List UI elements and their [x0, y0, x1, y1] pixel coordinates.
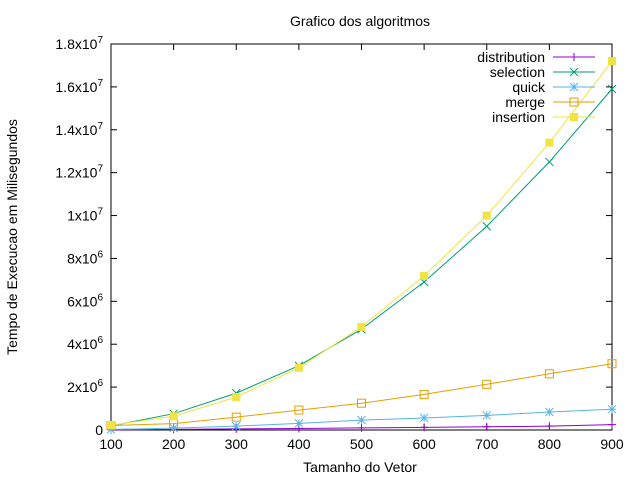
data-point-quick: [545, 407, 554, 417]
data-point-quick: [419, 413, 429, 423]
x-tick-label: 700: [475, 436, 499, 452]
y-tick-label-exponent: 7: [97, 207, 103, 218]
y-tick-label-base: 1.4x10: [55, 122, 97, 138]
data-point-selection: [607, 84, 617, 94]
series-line-merge: [110, 363, 613, 426]
y-tick-label-exponent: 7: [97, 35, 103, 46]
data-point-distribution: [420, 423, 429, 432]
legend-label-distribution: distribution: [477, 49, 545, 65]
data-point-merge: [231, 412, 241, 422]
y-tick-label-exponent: 6: [97, 249, 103, 260]
x-tick-label: 600: [412, 436, 436, 452]
y-tick-label-base: 2x10: [67, 379, 98, 395]
data-point-quick: [607, 404, 617, 414]
y-tick-label: 2x106: [67, 378, 103, 395]
series-selection: [106, 84, 617, 431]
x-tick-label: 400: [287, 436, 311, 452]
x-tick-label: 800: [538, 436, 562, 452]
x-tick-label: 500: [350, 436, 374, 452]
data-point-quick: [169, 423, 178, 433]
x-axis-title: Tamanho do Vetor: [303, 459, 417, 475]
y-tick-label-exponent: 7: [97, 164, 103, 175]
legend-label-insertion: insertion: [492, 109, 545, 125]
data-point-distribution: [608, 420, 616, 429]
data-point-quick: [482, 411, 492, 420]
data-point-insertion: [608, 57, 616, 66]
y-tick-label: 1.6x107: [55, 78, 103, 95]
y-tick-label-exponent: 6: [97, 335, 103, 346]
y-tick-label-base: 8x10: [67, 250, 98, 266]
legend-swatch-marker: [569, 82, 579, 92]
legend-label-selection: selection: [490, 64, 545, 80]
series-line-selection: [110, 88, 613, 427]
y-tick-label: 1.2x107: [55, 164, 103, 181]
data-point-merge: [357, 398, 366, 408]
data-point-insertion: [294, 363, 303, 372]
data-point-quick: [357, 415, 366, 425]
data-point-merge: [607, 359, 617, 369]
legend-swatch-marker: [570, 53, 578, 61]
y-tick-label: 1x107: [67, 207, 103, 224]
x-tick-label: 100: [99, 436, 123, 452]
y-tick-label: 0: [95, 422, 103, 438]
y-tick-label-base: 1.2x10: [55, 165, 97, 181]
y-tick-label-exponent: 7: [97, 78, 103, 89]
y-tick-label: 8x106: [67, 249, 103, 266]
data-point-insertion: [169, 412, 178, 421]
y-tick-label-base: 4x10: [67, 336, 98, 352]
series-merge: [106, 359, 617, 430]
data-point-insertion: [232, 392, 241, 401]
legend-swatch-marker: [569, 67, 579, 77]
data-point-selection: [545, 157, 554, 167]
y-tick-label-exponent: 6: [97, 378, 103, 389]
y-tick-label: 1.4x107: [55, 121, 103, 138]
data-point-merge: [294, 405, 304, 415]
data-point-distribution: [545, 422, 554, 431]
y-tick-label: 4x106: [67, 335, 103, 352]
x-tick-label: 200: [162, 436, 186, 452]
data-point-distribution: [357, 423, 366, 432]
y-tick-label-base: 1x10: [67, 208, 98, 224]
data-point-merge: [482, 379, 492, 389]
y-tick-label-base: 6x10: [67, 293, 98, 309]
data-point-merge: [419, 389, 429, 399]
y-tick-label-exponent: 6: [97, 292, 103, 303]
data-point-selection: [482, 221, 492, 231]
legend-label-merge: merge: [505, 94, 545, 110]
x-tick-label: 900: [600, 436, 624, 452]
y-axis-title: Tempo de Execucao em Milisegundos: [4, 119, 20, 355]
x-tick-label: 300: [225, 436, 249, 452]
data-point-insertion: [420, 271, 429, 280]
data-point-quick: [231, 421, 241, 431]
legend-swatch-marker: [569, 97, 579, 107]
y-tick-label-base: 0: [95, 422, 103, 438]
y-tick-label-exponent: 7: [97, 121, 103, 132]
data-point-insertion: [482, 211, 491, 220]
data-point-distribution: [482, 422, 491, 431]
legend-swatch-marker: [570, 113, 578, 121]
data-point-quick: [294, 418, 304, 428]
legend-label-quick: quick: [512, 79, 546, 95]
chart-title: Grafico dos algoritmos: [290, 13, 430, 29]
y-tick-label: 1.8x107: [55, 35, 103, 52]
data-point-insertion: [545, 138, 554, 147]
y-tick-label-base: 1.6x10: [55, 79, 97, 95]
plot-area: 100 200 300 400 500 600 700 800 90002x1064x1066x…: [55, 35, 624, 452]
data-point-merge: [544, 369, 554, 379]
series-insertion: [107, 57, 616, 430]
data-point-insertion: [107, 421, 115, 430]
data-point-insertion: [357, 322, 366, 331]
y-tick-label: 6x106: [67, 292, 103, 309]
y-tick-label-base: 1.8x10: [55, 36, 97, 52]
